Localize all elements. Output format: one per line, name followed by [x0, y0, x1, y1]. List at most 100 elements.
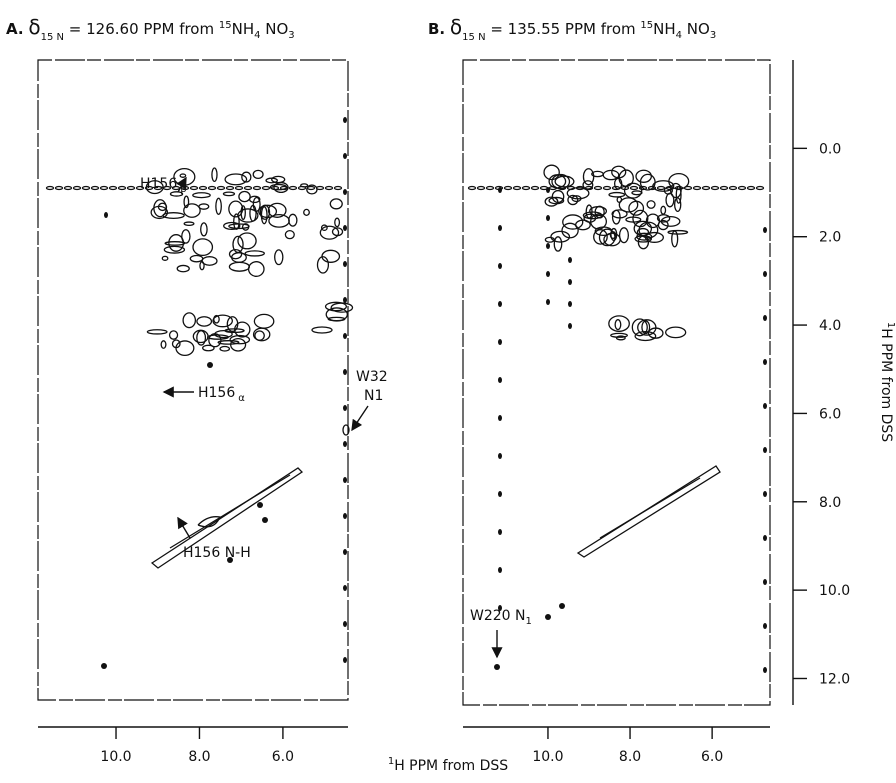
dot: [545, 614, 551, 620]
contour: [671, 230, 679, 248]
contour: [660, 205, 667, 215]
dot: [343, 369, 347, 375]
contour: [611, 185, 621, 191]
annotation: W220 N1: [470, 608, 532, 627]
contour: [90, 185, 100, 191]
dot: [343, 333, 347, 339]
contour: [593, 229, 608, 245]
annotation: H156 N-H: [183, 545, 251, 561]
dot: [343, 261, 347, 267]
y-tick-label: 12.0: [819, 671, 850, 687]
contour: [755, 185, 765, 191]
dot: [763, 227, 767, 233]
arrow: [177, 516, 191, 539]
contour: [234, 321, 251, 338]
dot: [343, 621, 347, 627]
dot: [546, 215, 550, 221]
contour: [244, 250, 265, 257]
annotation: H156 α: [198, 385, 245, 404]
arrow: [351, 405, 369, 432]
contour: [631, 190, 643, 196]
x-tick-label: 8.0: [619, 749, 641, 765]
contour: [530, 185, 540, 191]
dot: [546, 299, 550, 305]
contour: [183, 221, 195, 227]
contour: [575, 219, 591, 231]
contour: [63, 185, 73, 191]
contour: [701, 185, 711, 191]
contour: [551, 173, 571, 190]
contour: [169, 191, 184, 197]
contour: [168, 330, 179, 340]
contour: [202, 344, 215, 352]
dot: [498, 415, 502, 421]
contour: [99, 185, 109, 191]
dot: [498, 567, 502, 573]
contour: [228, 223, 250, 230]
y-tick-label: 0.0: [819, 141, 841, 157]
contour: [599, 477, 701, 539]
contour: [667, 229, 689, 235]
contour: [192, 192, 211, 199]
contour: [135, 185, 145, 191]
contour: [334, 217, 341, 228]
contour: [589, 206, 608, 217]
contour: [590, 213, 608, 230]
dot: [498, 301, 502, 307]
dot: [343, 117, 347, 123]
dot: [343, 297, 347, 303]
contour: [300, 183, 309, 188]
contours: [45, 117, 767, 673]
contour: [223, 221, 241, 231]
x-tick-label: 6.0: [272, 749, 294, 765]
contour: [311, 326, 333, 334]
dot: [343, 513, 347, 519]
contour: [222, 191, 236, 197]
contour: [657, 219, 669, 231]
contour: [153, 185, 163, 191]
dot: [568, 257, 572, 263]
contour: [618, 227, 630, 244]
contour: [212, 314, 233, 328]
annotation: H156 β: [140, 176, 187, 195]
dot: [343, 225, 347, 231]
contour: [692, 185, 702, 191]
contour: [237, 232, 257, 250]
dot: [763, 359, 767, 365]
dot: [498, 453, 502, 459]
contour: [647, 185, 657, 191]
dot: [498, 605, 502, 611]
contour: [179, 173, 187, 178]
contour: [608, 191, 626, 198]
contour: [253, 313, 275, 329]
panel-title: B. δ15 N = 135.55 PPM from 15NH4 NO3: [428, 15, 716, 44]
contour: [269, 183, 288, 191]
contour: [252, 196, 261, 212]
contour: [566, 187, 590, 200]
contour: [647, 327, 664, 339]
contour: [306, 184, 318, 195]
dot: [546, 243, 550, 249]
y-tick-label: 2.0: [819, 230, 841, 246]
annotation: N1: [364, 388, 383, 404]
contour: [54, 185, 64, 191]
contour: [582, 168, 595, 186]
contour: [225, 185, 235, 191]
contour: [168, 234, 185, 252]
contour: [710, 185, 720, 191]
contour: [603, 232, 621, 247]
contour: [512, 185, 522, 191]
contour: [663, 186, 674, 195]
contour: [261, 185, 271, 191]
contour: [623, 182, 643, 199]
contour: [521, 185, 531, 191]
contour: [226, 316, 239, 332]
contour: [544, 236, 555, 243]
contour: [252, 169, 264, 180]
contour: [561, 222, 579, 239]
contour: [219, 345, 231, 352]
y-axis-label: 1H PPM from DSS: [878, 322, 896, 442]
dot: [763, 403, 767, 409]
contour: [211, 167, 218, 183]
